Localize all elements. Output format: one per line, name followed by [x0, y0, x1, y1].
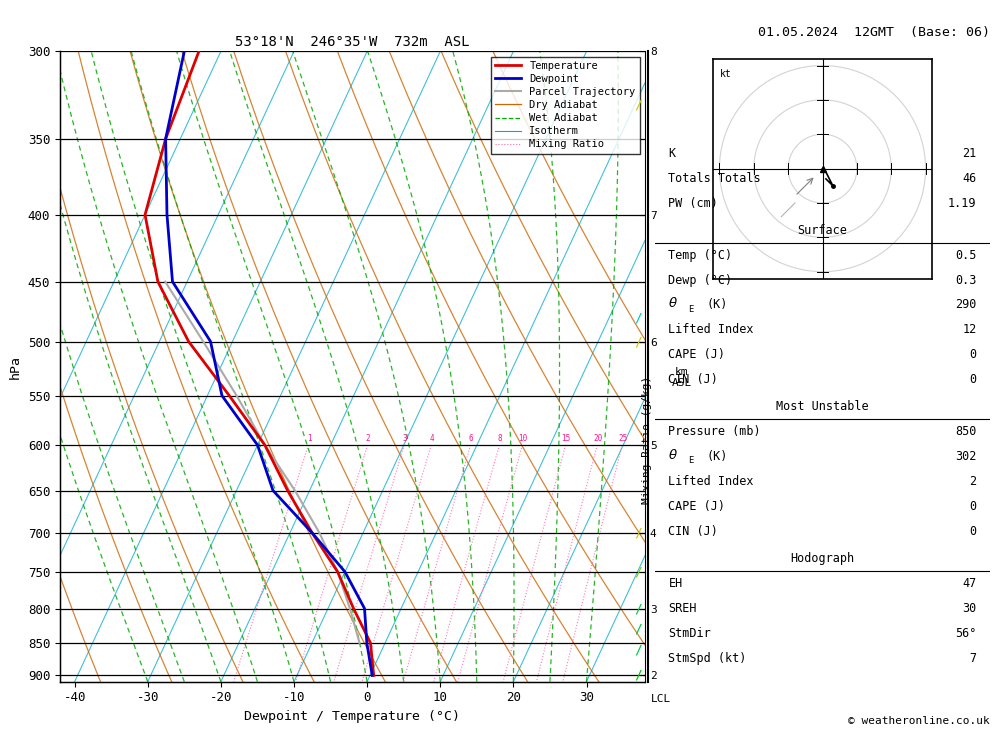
Text: LCL: LCL — [651, 694, 671, 704]
Y-axis label: km
ASL: km ASL — [671, 366, 692, 388]
Text: CIN (J): CIN (J) — [668, 373, 718, 386]
Text: © weatheronline.co.uk: © weatheronline.co.uk — [848, 715, 990, 726]
Text: 2: 2 — [366, 434, 370, 443]
Text: CIN (J): CIN (J) — [668, 525, 718, 538]
Text: 01.05.2024  12GMT  (Base: 06): 01.05.2024 12GMT (Base: 06) — [758, 26, 990, 39]
Text: 850: 850 — [955, 425, 977, 438]
Text: /: / — [634, 623, 642, 636]
Text: PW (cm): PW (cm) — [668, 196, 718, 210]
Legend: Temperature, Dewpoint, Parcel Trajectory, Dry Adiabat, Wet Adiabat, Isotherm, Mi: Temperature, Dewpoint, Parcel Trajectory… — [491, 56, 640, 154]
Text: SREH: SREH — [668, 602, 697, 615]
Text: $\theta$: $\theta$ — [668, 296, 678, 310]
Text: (K): (K) — [707, 450, 728, 463]
Text: Totals Totals: Totals Totals — [668, 172, 761, 185]
Text: /: / — [634, 526, 642, 539]
Text: K: K — [668, 147, 676, 160]
Text: 15: 15 — [561, 434, 571, 443]
Text: 8: 8 — [498, 434, 502, 443]
Text: E: E — [688, 456, 694, 465]
Text: 10: 10 — [518, 434, 528, 443]
Text: 47: 47 — [962, 577, 977, 590]
Text: StmSpd (kt): StmSpd (kt) — [668, 652, 747, 665]
Text: Surface: Surface — [798, 224, 847, 237]
Text: 302: 302 — [955, 450, 977, 463]
Text: Most Unstable: Most Unstable — [776, 400, 869, 413]
Text: /: / — [634, 565, 642, 578]
Text: /: / — [634, 669, 642, 682]
Text: 290: 290 — [955, 298, 977, 312]
Text: CAPE (J): CAPE (J) — [668, 348, 725, 361]
Text: 25: 25 — [618, 434, 627, 443]
Text: CAPE (J): CAPE (J) — [668, 500, 725, 513]
Text: /: / — [634, 99, 642, 112]
Text: kt: kt — [719, 69, 731, 79]
Text: /: / — [634, 335, 642, 348]
Y-axis label: hPa: hPa — [9, 355, 22, 378]
Text: 0: 0 — [969, 348, 977, 361]
Text: 0.5: 0.5 — [955, 248, 977, 262]
Text: /: / — [634, 643, 642, 656]
Text: 1: 1 — [307, 434, 311, 443]
Text: Hodograph: Hodograph — [790, 552, 855, 565]
Text: 12: 12 — [962, 323, 977, 336]
Text: Lifted Index: Lifted Index — [668, 475, 754, 488]
Text: 6: 6 — [469, 434, 473, 443]
Text: $\theta$: $\theta$ — [668, 448, 678, 463]
Text: EH: EH — [668, 577, 683, 590]
Text: 21: 21 — [962, 147, 977, 160]
Text: 0: 0 — [969, 525, 977, 538]
Text: 0.3: 0.3 — [955, 273, 977, 287]
Text: (K): (K) — [707, 298, 728, 312]
Text: 56°: 56° — [955, 627, 977, 640]
Title: 53°18'N  246°35'W  732m  ASL: 53°18'N 246°35'W 732m ASL — [235, 34, 470, 49]
Text: 7: 7 — [969, 652, 977, 665]
Text: StmDir: StmDir — [668, 627, 711, 640]
Text: 1.19: 1.19 — [948, 196, 977, 210]
Text: E: E — [688, 305, 694, 314]
Text: 3: 3 — [402, 434, 407, 443]
X-axis label: Dewpoint / Temperature (°C): Dewpoint / Temperature (°C) — [244, 710, 460, 723]
Text: 4: 4 — [429, 434, 434, 443]
Text: Temp (°C): Temp (°C) — [668, 248, 733, 262]
Text: 2: 2 — [969, 475, 977, 488]
Text: Mixing Ratio (g/kg): Mixing Ratio (g/kg) — [642, 376, 652, 504]
Text: 20: 20 — [593, 434, 602, 443]
Text: Lifted Index: Lifted Index — [668, 323, 754, 336]
Text: 46: 46 — [962, 172, 977, 185]
Text: Dewp (°C): Dewp (°C) — [668, 273, 733, 287]
Text: 0: 0 — [969, 500, 977, 513]
Text: /: / — [634, 312, 642, 325]
Text: Pressure (mb): Pressure (mb) — [668, 425, 761, 438]
Text: 30: 30 — [962, 602, 977, 615]
Text: /: / — [634, 602, 642, 615]
Text: 0: 0 — [969, 373, 977, 386]
